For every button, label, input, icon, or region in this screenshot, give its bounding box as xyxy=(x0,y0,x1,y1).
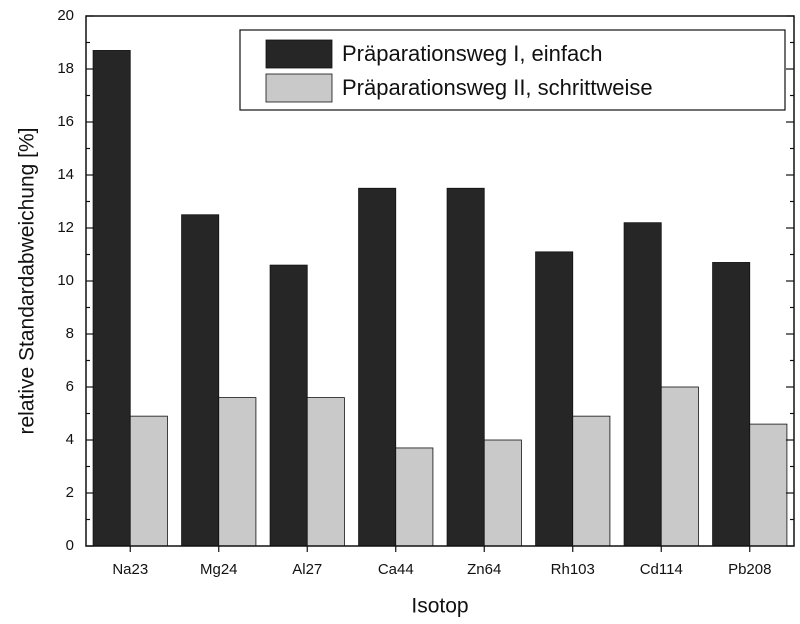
bar xyxy=(660,386,699,547)
bar xyxy=(749,423,788,547)
y-tick-label: 0 xyxy=(66,537,74,554)
legend-label: Präparationsweg I, einfach xyxy=(342,41,603,66)
x-tick-label: Na23 xyxy=(112,561,148,578)
legend-label: Präparationsweg II, schrittweise xyxy=(342,75,653,100)
y-tick-label: 18 xyxy=(57,60,74,77)
legend-swatch xyxy=(265,73,333,103)
y-tick-label: 16 xyxy=(57,113,74,130)
bar xyxy=(129,415,168,547)
bar xyxy=(572,415,611,547)
bar xyxy=(535,251,574,547)
x-tick-label: Zn64 xyxy=(467,561,501,578)
x-axis-label: Isotop xyxy=(411,595,468,618)
bar xyxy=(623,222,662,547)
bar xyxy=(483,439,522,547)
x-tick-label: Mg24 xyxy=(200,561,238,578)
y-tick-label: 10 xyxy=(57,272,74,289)
bar xyxy=(92,50,131,547)
y-axis-label: relative Standardabweichung [%] xyxy=(16,127,39,434)
x-tick-label: Rh103 xyxy=(551,561,595,578)
bar xyxy=(181,214,220,547)
y-tick-label: 14 xyxy=(57,166,74,183)
y-tick-label: 20 xyxy=(57,7,74,24)
bar xyxy=(712,262,751,547)
y-tick-label: 2 xyxy=(66,484,74,501)
bar xyxy=(395,447,434,547)
y-tick-label: 8 xyxy=(66,325,74,342)
plot-frame xyxy=(85,15,795,547)
x-tick-label: Al27 xyxy=(292,561,322,578)
bar xyxy=(306,397,345,547)
y-tick-label: 12 xyxy=(57,219,74,236)
bar xyxy=(446,187,485,547)
x-tick-label: Ca44 xyxy=(378,561,414,578)
x-tick-label: Pb208 xyxy=(728,561,771,578)
y-tick-label: 6 xyxy=(66,378,74,395)
bar xyxy=(358,187,397,547)
x-tick-label: Cd114 xyxy=(640,561,683,578)
bar xyxy=(269,264,308,547)
bar xyxy=(218,397,257,547)
y-tick-label: 4 xyxy=(66,431,74,448)
legend-swatch xyxy=(265,39,333,69)
